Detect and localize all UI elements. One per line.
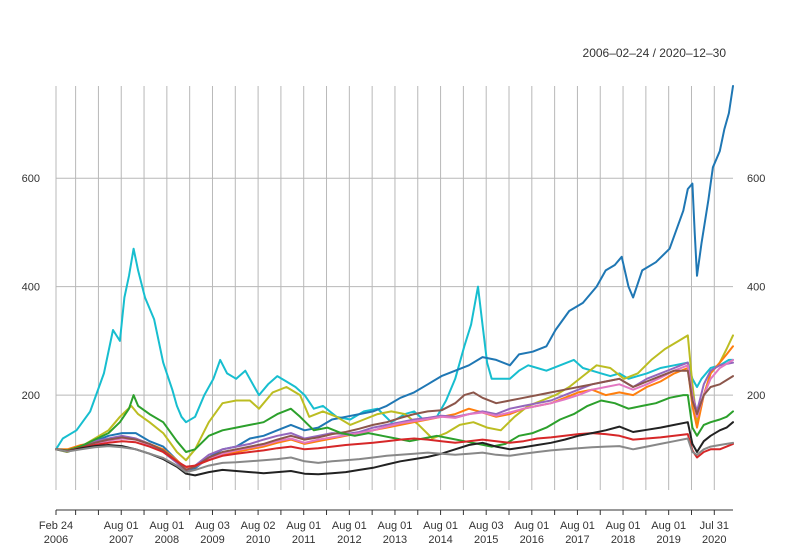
series-line-red [55, 432, 734, 468]
x-tick-label-5-line2: 2011 [292, 534, 316, 546]
y-tick-label-right-200: 200 [747, 390, 765, 402]
y-tick-label-right-400: 400 [747, 282, 765, 294]
series-line-purple [55, 361, 734, 472]
x-tick-label-0-line1: Feb 24 [39, 520, 73, 532]
x-tick-label-6-line2: 2012 [337, 534, 361, 546]
x-tick-label-7-line1: Aug 01 [378, 520, 413, 532]
x-tick-label-11-line1: Aug 01 [560, 520, 595, 532]
x-tick-label-0-line2: 2006 [44, 534, 68, 546]
x-tick-label-13-line1: Aug 01 [651, 520, 686, 532]
x-tick-label-3-line2: 2009 [200, 534, 224, 546]
y-tick-label-right-600: 600 [747, 173, 765, 185]
y-tick-label-left-400: 400 [22, 282, 40, 294]
y-tick-label-left-200: 200 [22, 390, 40, 402]
date-range-label: 2006‒02‒24 / 2020‒12‒30 [583, 46, 727, 60]
x-tick-label-1-line2: 2007 [109, 534, 133, 546]
series-lines [55, 85, 734, 477]
x-tick-label-12-line2: 2018 [611, 534, 635, 546]
x-tick-label-8-line2: 2014 [428, 534, 452, 546]
series-line-gray [55, 437, 734, 474]
x-tick-label-14-line2: 2020 [702, 534, 726, 546]
x-tick-label-2-line2: 2008 [155, 534, 179, 546]
x-tick-label-6-line1: Aug 01 [332, 520, 367, 532]
x-tick-label-9-line1: Aug 03 [469, 520, 504, 532]
x-tick-label-1-line1: Aug 01 [104, 520, 139, 532]
x-tick-label-9-line2: 2015 [474, 534, 498, 546]
x-tick-label-4-line2: 2010 [246, 534, 270, 546]
series-line-olive [55, 334, 734, 462]
x-tick-label-10-line2: 2016 [520, 534, 544, 546]
x-tick-label-5-line1: Aug 01 [286, 520, 321, 532]
y-tick-label-left-600: 600 [22, 173, 40, 185]
x-tick-label-14-line1: Jul 31 [700, 520, 729, 532]
x-tick-label-4-line1: Aug 02 [241, 520, 276, 532]
x-tick-label-13-line2: 2019 [656, 534, 680, 546]
series-line-cyan [55, 247, 734, 451]
x-tick-label-2-line1: Aug 01 [149, 520, 184, 532]
x-tick-label-11-line2: 2017 [565, 534, 589, 546]
axes: 200 200 400 400 600 600 Feb 24 2006 Aug 01 2007 Au… [22, 173, 766, 546]
x-tick-label-7-line2: 2013 [383, 534, 407, 546]
x-tick-label-12-line1: Aug 01 [606, 520, 641, 532]
x-tick-label-3-line1: Aug 03 [195, 520, 230, 532]
x-tick-label-8-line1: Aug 01 [423, 520, 458, 532]
x-tick-label-10-line1: Aug 01 [514, 520, 549, 532]
